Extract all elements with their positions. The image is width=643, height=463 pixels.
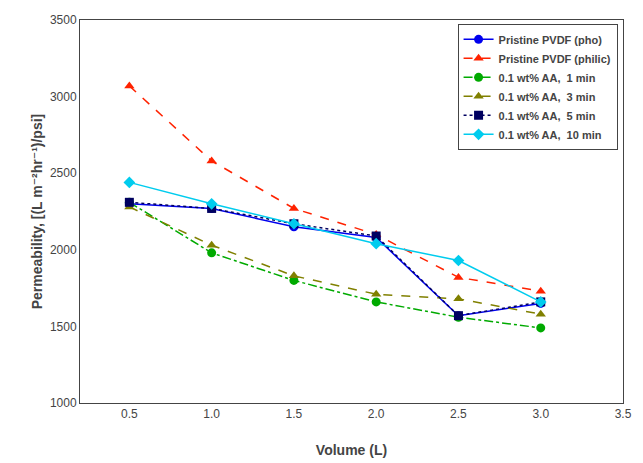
svg-text:2.5: 2.5 [450, 407, 467, 421]
svg-text:2500: 2500 [50, 166, 77, 180]
svg-text:2.0: 2.0 [368, 407, 385, 421]
svg-text:1.0: 1.0 [203, 407, 220, 421]
svg-text:2000: 2000 [50, 243, 77, 257]
svg-text:Pristine PVDF (pho): Pristine PVDF (pho) [499, 34, 603, 46]
svg-text:1500: 1500 [50, 320, 77, 334]
svg-text:3500: 3500 [50, 13, 77, 27]
svg-text:Pristine PVDF (philic): Pristine PVDF (philic) [499, 53, 611, 65]
svg-text:0.1 wt% AA, 10 min: 0.1 wt% AA, 10 min [499, 129, 602, 141]
svg-text:3000: 3000 [50, 90, 77, 104]
svg-text:0.1 wt% AA, 3 min: 0.1 wt% AA, 3 min [499, 91, 596, 103]
svg-text:3.5: 3.5 [615, 407, 632, 421]
svg-text:3.0: 3.0 [532, 407, 549, 421]
svg-text:1.5: 1.5 [286, 407, 303, 421]
svg-text:1000: 1000 [50, 396, 77, 410]
svg-text:0.5: 0.5 [121, 407, 138, 421]
svg-text:Volume (L): Volume (L) [316, 442, 387, 458]
svg-text:Permeability, [(L m⁻²hr⁻¹)/psi: Permeability, [(L m⁻²hr⁻¹)/psi] [29, 114, 45, 310]
svg-text:0.1 wt% AA, 1 min: 0.1 wt% AA, 1 min [499, 72, 596, 84]
svg-text:0.1 wt% AA, 5 min: 0.1 wt% AA, 5 min [499, 110, 596, 122]
